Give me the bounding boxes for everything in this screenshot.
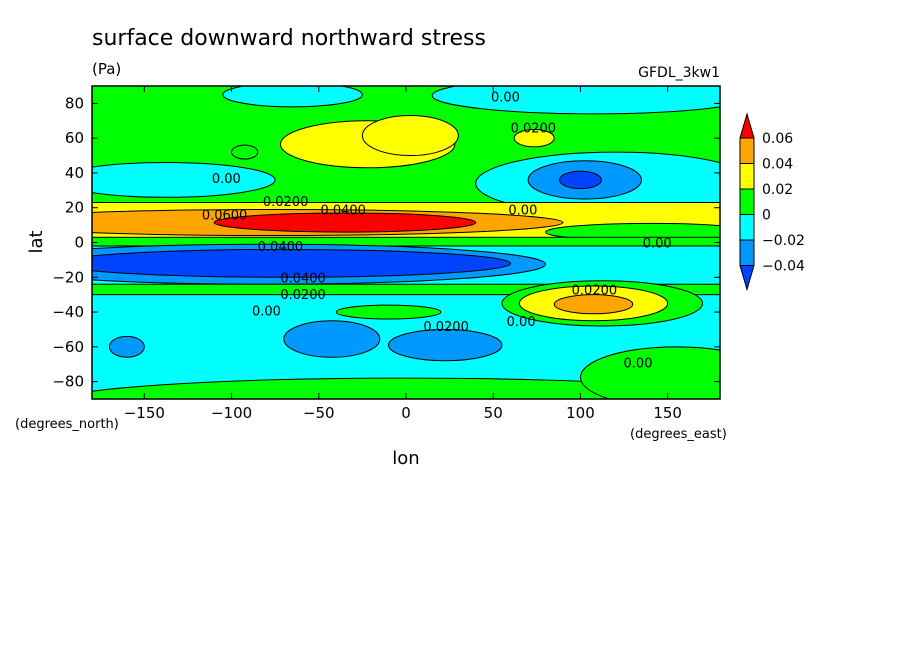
y-units-label: (degrees_north) xyxy=(15,417,119,432)
colorbar-label: −0.04 xyxy=(762,259,805,275)
y-tick-label: −60 xyxy=(52,338,84,356)
contour-region xyxy=(361,115,459,157)
colorbar-swatch xyxy=(739,239,755,266)
contour-region xyxy=(335,304,442,320)
x-axis-label: lon xyxy=(392,448,419,469)
contour-region xyxy=(431,86,720,115)
contour-label: 0.0200 xyxy=(572,283,618,298)
colorbar-swatch xyxy=(739,188,755,215)
x-tick-label: 50 xyxy=(484,404,503,422)
units-label: (Pa) xyxy=(92,60,121,78)
contour-region xyxy=(92,377,720,399)
colorbar: 0.06 0.04 0.02 0 −0.02 −0.04 xyxy=(739,112,805,292)
colorbar-swatch xyxy=(739,112,755,139)
y-tick-label: −80 xyxy=(52,373,84,391)
colorbar-label: −0.02 xyxy=(762,233,805,249)
colorbar-label: 0.02 xyxy=(762,182,793,198)
contour-region xyxy=(283,320,381,358)
contour-label: 0.0400 xyxy=(320,203,366,218)
contour-region xyxy=(513,128,555,148)
contour-label: 0.0400 xyxy=(280,271,326,286)
y-tick-label: 60 xyxy=(65,129,84,147)
colorbar-swatch xyxy=(739,137,755,164)
contour-label: 0.0200 xyxy=(280,288,326,303)
contour-region xyxy=(559,170,602,190)
contour-region xyxy=(213,212,477,233)
colorbar-label: 0.06 xyxy=(762,131,793,147)
x-tick-label: 0 xyxy=(401,404,411,422)
contour-label: 0.00 xyxy=(643,237,672,252)
x-units-label: (degrees_east) xyxy=(630,427,727,442)
contour-label: 0.00 xyxy=(491,90,520,105)
x-axis: −150 −100 −50 0 50 100 150 xyxy=(124,86,682,422)
contour-region xyxy=(92,162,276,198)
contour-labels: 0.00 0.0200 0.00 0.0200 0.0400 0.0600 0.00 0.00… xyxy=(202,90,672,371)
contour-region xyxy=(553,294,634,315)
x-tick-label: 100 xyxy=(566,404,595,422)
x-tick-label: −50 xyxy=(303,404,335,422)
y-axis-label: lat xyxy=(26,230,47,253)
colorbar-label: 0 xyxy=(762,208,771,224)
y-tick-label: 80 xyxy=(65,94,84,112)
y-tick-label: 0 xyxy=(74,234,84,252)
contour-label: 0.0200 xyxy=(423,320,469,335)
x-tick-label: 150 xyxy=(653,404,682,422)
contour-region xyxy=(388,328,503,362)
contour-label: 0.00 xyxy=(624,356,653,371)
colorbar-swatch xyxy=(739,163,755,190)
contour-label: 0.00 xyxy=(507,315,536,330)
colorbar-swatch xyxy=(739,265,755,292)
model-label: GFDL_3kw1 xyxy=(638,65,720,81)
y-tick-label: −20 xyxy=(52,268,84,286)
contour-label: 0.0600 xyxy=(202,209,248,224)
contour-region xyxy=(579,346,720,399)
colorbar-swatch xyxy=(739,214,755,241)
x-tick-label: −100 xyxy=(211,404,252,422)
y-tick-label: 20 xyxy=(65,199,84,217)
contour-label: 0.0400 xyxy=(258,240,304,255)
x-tick-label: −150 xyxy=(124,404,165,422)
contour-label: 0.00 xyxy=(252,305,281,320)
contour-region xyxy=(231,144,259,160)
contour-label: 0.00 xyxy=(508,203,537,218)
y-tick-label: −40 xyxy=(52,303,84,321)
contour-region xyxy=(92,283,720,296)
contour-label: 0.0200 xyxy=(511,122,557,137)
contour-region xyxy=(222,86,363,108)
y-axis: 80 60 40 20 0 −20 −40 −60 −80 xyxy=(52,94,720,391)
contour-label: 0.00 xyxy=(212,172,241,187)
contour-region xyxy=(92,248,512,278)
contour-label: 0.0200 xyxy=(263,195,309,210)
contour-region xyxy=(108,335,145,358)
y-tick-label: 40 xyxy=(65,164,84,182)
colorbar-label: 0.04 xyxy=(762,157,793,173)
chart-title: surface downward northward stress xyxy=(92,26,486,51)
contour-field xyxy=(92,86,720,399)
